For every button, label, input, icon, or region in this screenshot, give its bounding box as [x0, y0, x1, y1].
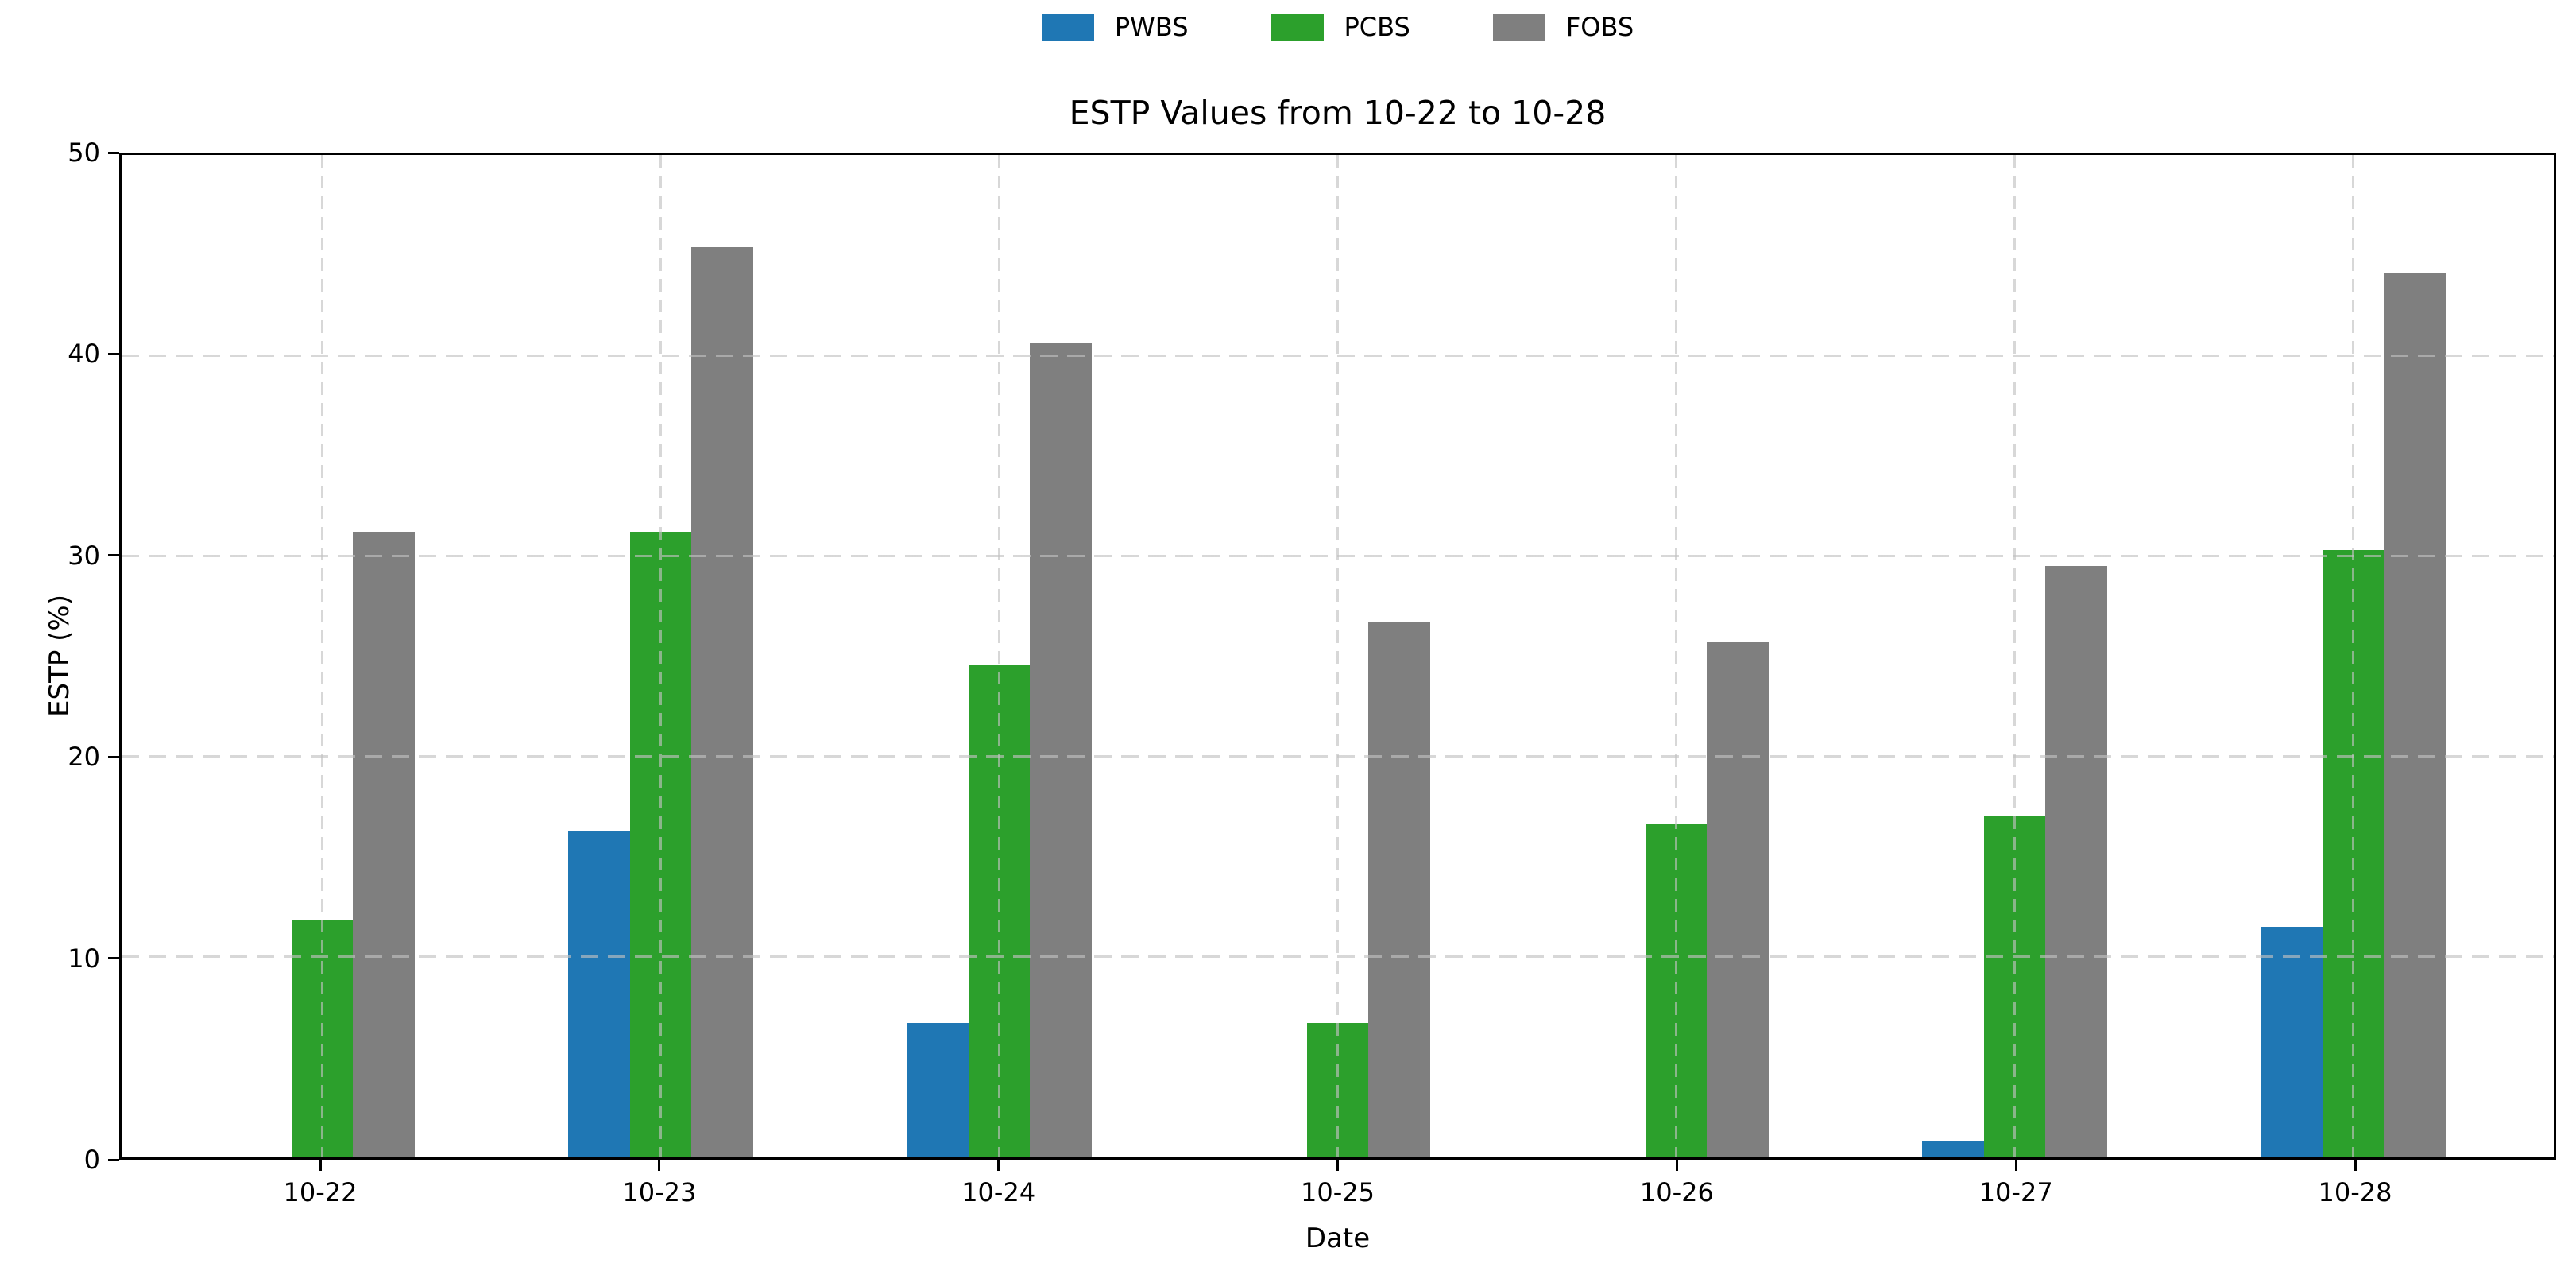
vertical-gridline [2352, 155, 2355, 1157]
x-tick-mark [1675, 1158, 1678, 1171]
y-tick-mark [108, 554, 119, 557]
y-tick-label: 20 [68, 742, 100, 773]
chart-title: ESTP Values from 10-22 to 10-28 [1069, 94, 1607, 132]
x-tick-label: 10-28 [2318, 1177, 2392, 1207]
x-axis-label: Date [1305, 1223, 1371, 1254]
y-tick-label: 50 [68, 138, 100, 168]
x-tick-label: 10-25 [1301, 1177, 1375, 1207]
y-tick-mark [108, 755, 119, 758]
x-tick-mark [2014, 1158, 2017, 1171]
vertical-gridline [321, 155, 324, 1157]
x-tick-mark [997, 1158, 1000, 1171]
legend-item-fobs: FOBS [1492, 11, 1634, 42]
horizontal-gridline [122, 755, 2554, 758]
bar-fobs-10-25 [1368, 622, 1431, 1157]
bar-fobs-10-26 [1707, 641, 1770, 1157]
horizontal-gridline [122, 354, 2554, 357]
y-tick-label: 40 [68, 339, 100, 370]
bar-pwbs-10-24 [906, 1023, 969, 1157]
legend-swatch-fobs [1492, 14, 1545, 41]
legend-label-pcbs: PCBS [1344, 11, 1410, 42]
vertical-gridline [1675, 155, 1678, 1157]
x-tick-mark [319, 1158, 322, 1171]
bar-fobs-10-27 [2045, 566, 2108, 1157]
bar-fobs-10-24 [1030, 343, 1093, 1157]
bar-fobs-10-28 [2384, 273, 2446, 1157]
bar-pwbs-10-23 [567, 830, 630, 1157]
legend-item-pcbs: PCBS [1271, 14, 1410, 41]
y-tick-label: 30 [68, 540, 100, 571]
y-tick-mark [108, 352, 119, 355]
vertical-gridline [1336, 155, 1340, 1157]
y-tick-mark [108, 957, 119, 960]
y-axis-label: ESTP (%) [44, 595, 75, 717]
legend-swatch-pcbs [1271, 14, 1324, 41]
y-tick-label: 0 [83, 1145, 100, 1175]
x-tick-mark [1336, 1158, 1340, 1171]
x-tick-label: 10-24 [961, 1177, 1036, 1207]
plot-area [119, 153, 2556, 1160]
legend-label-fobs: FOBS [1565, 11, 1634, 42]
bar-fobs-10-23 [691, 247, 754, 1157]
x-tick-mark [2354, 1158, 2357, 1171]
x-tick-label: 10-23 [622, 1177, 697, 1207]
x-tick-label: 10-27 [1978, 1177, 2053, 1207]
horizontal-gridline [122, 554, 2554, 557]
legend-swatch-pwbs [1041, 14, 1094, 41]
x-tick-label: 10-26 [1639, 1177, 1714, 1207]
horizontal-gridline [122, 955, 2554, 959]
legend-label-pwbs: PWBS [1114, 11, 1189, 42]
bar-pwbs-10-27 [1921, 1141, 1984, 1157]
vertical-gridline [2013, 155, 2017, 1157]
y-tick-mark [108, 151, 119, 154]
x-tick-label: 10-22 [283, 1177, 358, 1207]
legend-item-pwbs: PWBS [1041, 11, 1189, 42]
bar-pwbs-10-28 [2260, 926, 2323, 1157]
bar-fobs-10-22 [353, 532, 416, 1157]
vertical-gridline [659, 155, 663, 1157]
legend: PWBS PCBS FOBS [119, 8, 2556, 46]
y-tick-mark [108, 1158, 119, 1161]
y-tick-label: 10 [68, 943, 100, 974]
vertical-gridline [998, 155, 1001, 1157]
x-tick-mark [658, 1158, 661, 1171]
